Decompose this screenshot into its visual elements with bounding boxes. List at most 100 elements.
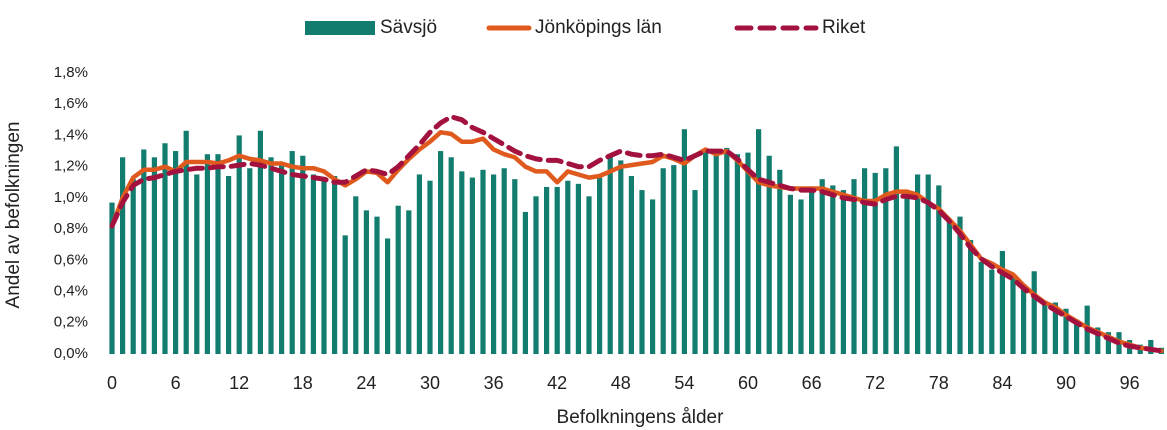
bar [798, 199, 804, 354]
bar [989, 269, 995, 354]
x-tick-label: 84 [992, 373, 1012, 393]
bar [565, 180, 571, 354]
bar [999, 250, 1005, 354]
bar [194, 174, 200, 354]
bar [321, 179, 327, 354]
bar [756, 129, 762, 354]
legend-label: Riket [822, 17, 866, 38]
bar [618, 160, 624, 354]
bar [713, 151, 719, 354]
bar [469, 177, 475, 354]
y-tick-label: 1,2% [54, 158, 88, 175]
bar [236, 135, 242, 354]
bar [374, 216, 380, 354]
bar [491, 174, 497, 354]
x-tick-label: 30 [420, 373, 440, 393]
x-tick-label: 42 [547, 373, 567, 393]
bar [353, 196, 359, 354]
bar [120, 157, 126, 354]
bar [1031, 271, 1037, 354]
bar [204, 154, 210, 354]
bar [247, 168, 253, 354]
x-tick-label: 12 [229, 373, 249, 393]
x-tick-label: 78 [929, 373, 949, 393]
bar [173, 151, 179, 354]
bar [671, 165, 677, 354]
bar [427, 180, 433, 354]
bar [385, 238, 391, 354]
bar [151, 157, 157, 354]
x-tick-label: 48 [611, 373, 631, 393]
x-tick-label: 54 [674, 373, 694, 393]
y-tick-label: 1,6% [54, 95, 88, 112]
x-tick-label: 96 [1120, 373, 1140, 393]
bar [226, 176, 232, 354]
bar [607, 155, 613, 354]
bar [141, 149, 147, 354]
bar [575, 183, 581, 354]
bar [978, 261, 984, 354]
x-tick-label: 0 [107, 373, 117, 393]
bar [109, 202, 115, 354]
bar [925, 174, 931, 354]
bar [522, 211, 528, 354]
x-tick-label: 66 [802, 373, 822, 393]
bar [310, 174, 316, 354]
bar [533, 196, 539, 354]
bar [819, 179, 825, 354]
bar [893, 146, 899, 354]
bar [130, 179, 136, 354]
x-tick-label: 72 [865, 373, 885, 393]
y-tick-label: 0,8% [54, 220, 88, 237]
bar [745, 152, 751, 354]
y-axis-title: Andel av befolkningen [3, 122, 24, 309]
bar [851, 179, 857, 354]
y-tick-label: 0,2% [54, 314, 88, 331]
bar [1095, 327, 1101, 354]
bar [703, 149, 709, 354]
bar [872, 172, 878, 354]
bar [459, 171, 465, 354]
bar [586, 196, 592, 354]
bar [501, 168, 507, 354]
y-tick-label: 1,4% [54, 126, 88, 143]
x-tick-label: 36 [484, 373, 504, 393]
bar [787, 194, 793, 354]
bar [183, 130, 189, 354]
bar [1042, 300, 1048, 354]
bar [1010, 277, 1016, 354]
bar [946, 219, 952, 354]
bar [681, 129, 687, 354]
x-axis-title: Befolkningens ålder [557, 407, 725, 428]
bar [342, 235, 348, 354]
bar [1063, 308, 1069, 354]
bar [332, 176, 338, 354]
bar [957, 216, 963, 354]
bar [809, 190, 815, 354]
x-tick-label: 18 [293, 373, 313, 393]
legend-swatch [305, 21, 375, 35]
bar [862, 168, 868, 354]
bar [936, 185, 942, 354]
bar [766, 155, 772, 354]
bar [480, 169, 486, 354]
legend-label: Jönköpings län [535, 17, 662, 38]
bar [363, 210, 369, 354]
bar [915, 174, 921, 354]
bar [628, 176, 634, 354]
bar [162, 143, 168, 354]
bar [1105, 332, 1111, 354]
bar [300, 155, 306, 354]
y-tick-label: 1,0% [54, 189, 88, 206]
bar [416, 174, 422, 354]
bar [395, 205, 401, 354]
bar [1052, 302, 1058, 354]
bar [650, 199, 656, 354]
bar [448, 157, 454, 354]
x-tick-label: 6 [171, 373, 181, 393]
x-tick-label: 90 [1056, 373, 1076, 393]
bar [840, 190, 846, 354]
legend-label: Sävsjö [380, 17, 437, 38]
